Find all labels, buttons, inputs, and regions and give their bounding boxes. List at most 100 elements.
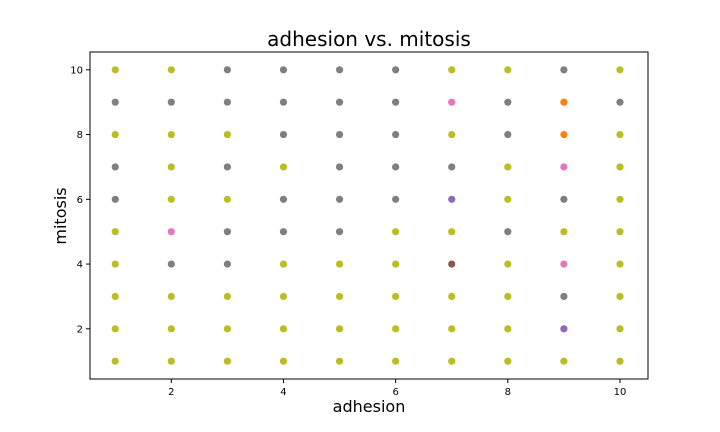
data-point [167,98,175,106]
data-point [504,66,512,74]
data-point [335,98,344,106]
data-point [223,130,231,139]
data-point [560,98,568,106]
data-point [448,66,456,74]
x-axis-label: adhesion [333,397,406,416]
data-point [335,130,344,139]
data-point [223,228,231,236]
data-point [167,195,175,203]
data-point [279,98,288,106]
y-axis: 2 4 6 8 10 [70,65,90,335]
data-point [616,357,624,365]
data-point [223,98,231,106]
data-point [392,357,400,365]
data-point [111,98,119,106]
data-point [111,228,119,236]
y-tick-label: 6 [77,195,83,206]
data-point [504,325,512,333]
data-point [279,292,288,301]
data-point [111,163,119,171]
x-axis: 2 4 6 8 10 [168,379,626,398]
data-point [392,292,400,301]
data-point [279,130,288,139]
data-point [223,260,231,268]
plot-area [111,66,624,365]
data-point [392,260,400,268]
data-point [392,195,400,203]
data-point [504,228,512,236]
data-point [560,66,568,74]
chart-title: adhesion vs. mitosis [267,27,471,51]
data-point [392,228,400,236]
data-point [335,292,344,301]
data-point [448,195,456,203]
data-point [111,260,119,268]
data-point [279,228,288,236]
data-point [616,292,624,301]
data-point [504,260,512,268]
data-point [392,163,400,171]
data-point [335,195,344,203]
data-point [111,66,119,74]
data-point [279,66,288,74]
data-point [448,260,456,268]
data-point [560,260,568,268]
data-point [167,228,175,236]
y-tick-label: 4 [77,260,83,271]
data-point [335,163,344,171]
data-point [616,98,624,106]
data-point [279,163,288,171]
data-point [335,228,344,236]
data-point [392,98,400,106]
x-tick-label: 4 [280,387,286,398]
data-point [616,260,624,268]
data-point [335,66,344,74]
data-point [167,66,175,74]
data-point [223,357,231,365]
data-point [560,357,568,365]
data-point [279,357,288,365]
data-point [279,260,288,268]
data-point [335,357,344,365]
data-point [560,325,568,333]
data-point [392,66,400,74]
data-point [616,130,624,139]
data-point [616,325,624,333]
data-point [111,325,119,333]
data-point [616,66,624,74]
data-point [279,195,288,203]
data-point [560,292,568,301]
data-point [448,325,456,333]
data-point [448,357,456,365]
data-point [392,325,400,333]
data-point [279,325,288,333]
data-point [167,163,175,171]
data-point [335,325,344,333]
data-point [111,357,119,365]
data-point [504,195,512,203]
y-tick-label: 10 [70,65,83,76]
data-point [167,130,175,139]
data-point [616,163,624,171]
data-point [504,292,512,301]
data-point [223,292,231,301]
data-point [223,195,231,203]
data-point [560,228,568,236]
x-tick-label: 2 [168,387,174,398]
data-point [167,357,175,365]
data-point [504,357,512,365]
x-tick-label: 6 [392,387,398,398]
data-point [111,195,119,203]
data-point [223,163,231,171]
data-point [167,260,175,268]
data-point [223,66,231,74]
data-point [504,163,512,171]
y-tick-label: 8 [77,130,83,141]
data-point [616,228,624,236]
data-point [111,292,119,301]
data-point [223,325,231,333]
x-tick-label: 10 [614,387,627,398]
x-tick-label: 8 [505,387,511,398]
data-point [616,195,624,203]
